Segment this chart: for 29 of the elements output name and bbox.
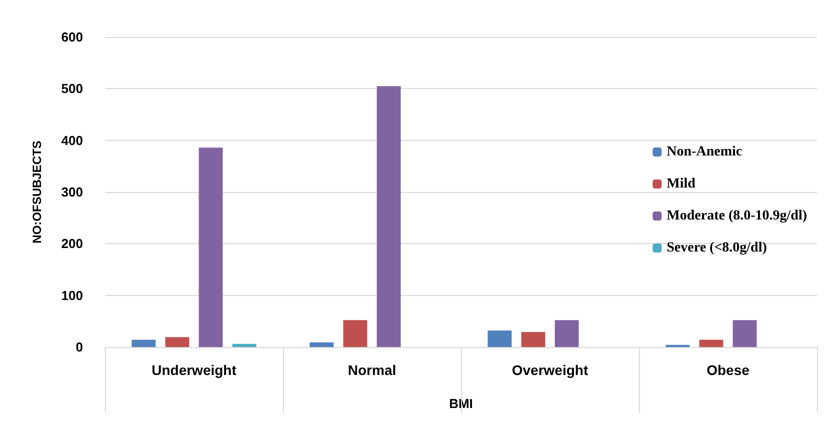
bar	[198, 148, 223, 347]
y-tick-label: 400	[61, 132, 83, 148]
bar	[488, 330, 512, 347]
bar	[310, 342, 334, 347]
y-tick-label: 0	[76, 340, 83, 354]
legend-label: Severe (<8.0g/dl)	[666, 240, 768, 256]
x-axis-title: BMI	[449, 396, 473, 411]
x-tick-label: Overweight	[512, 362, 588, 378]
legend-label: Non-Anemic	[666, 144, 742, 160]
x-tick-label: Normal	[348, 362, 396, 378]
bar	[343, 320, 368, 347]
y-tick-label: 200	[61, 236, 83, 252]
y-tick-label: 300	[61, 184, 83, 200]
bar	[732, 320, 757, 347]
x-tick-label: Obese	[706, 362, 750, 378]
bar	[376, 86, 401, 347]
y-tick-label: 500	[61, 81, 83, 96]
bar	[554, 320, 579, 347]
y-tick-label: 100	[61, 288, 83, 303]
legend-label: Mild	[666, 176, 696, 192]
bar	[699, 340, 724, 347]
legend-label: Moderate (8.0-10.9g/dl)	[666, 208, 808, 224]
bar	[132, 340, 156, 347]
bar	[232, 344, 256, 347]
bar	[521, 332, 546, 347]
x-tick-label: Underweight	[152, 362, 237, 378]
y-axis-title: NO:OFSUBJECTS	[30, 140, 44, 244]
bar	[165, 337, 190, 347]
y-tick-label: 600	[61, 30, 83, 44]
